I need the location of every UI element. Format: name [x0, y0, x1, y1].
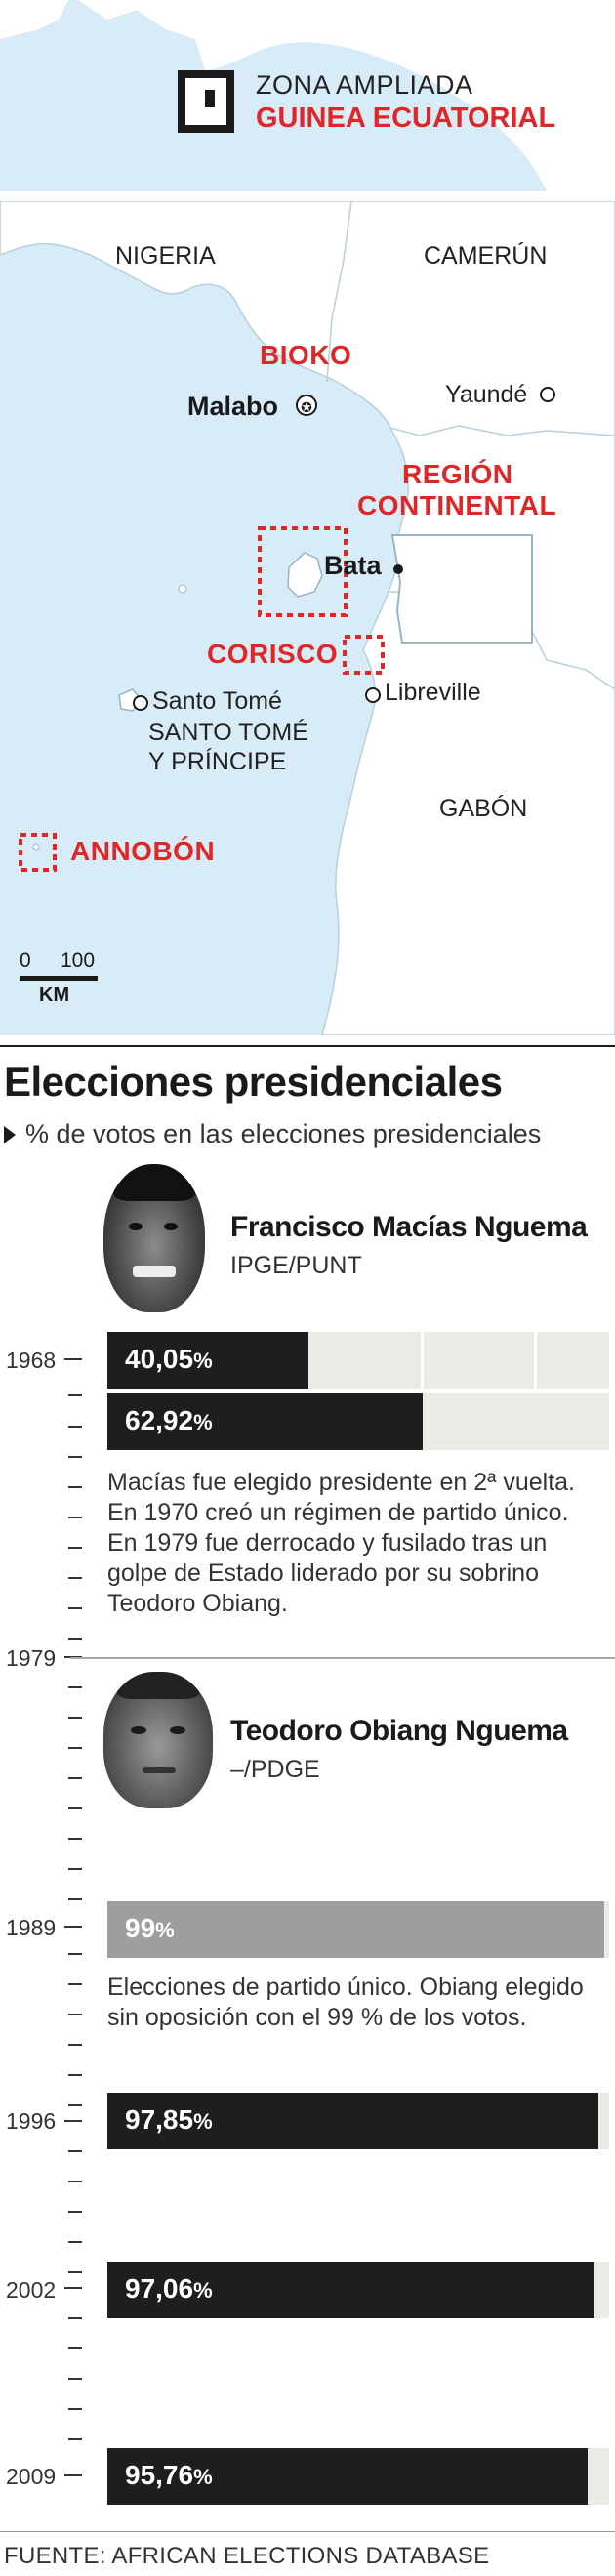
- bar: 97,06%: [107, 2262, 594, 2318]
- label-region-2: CONTINENTAL: [357, 490, 557, 520]
- city-libreville: Libreville: [385, 679, 481, 706]
- bottom-divider: [0, 2531, 615, 2532]
- bar-track-separator: [421, 1332, 425, 1389]
- label-nigeria: NIGERIA: [115, 242, 216, 270]
- bar-value-unit: %: [155, 1918, 175, 1942]
- bar-value-label: 95,76%: [125, 2460, 213, 2490]
- year-label: 2009: [6, 2464, 57, 2489]
- label-camerun: CAMERÚN: [424, 242, 548, 270]
- label-stp-2: Y PRÍNCIPE: [148, 748, 287, 775]
- bar-value-label: 40,05%: [125, 1344, 213, 1374]
- inset-label-guinea: GUINEA ECUATORIAL: [256, 103, 556, 134]
- bar-value-unit: %: [193, 2465, 213, 2489]
- note-line: Teodoro Obiang.: [107, 1590, 288, 1617]
- bar-value-label: 97,85%: [125, 2104, 213, 2135]
- bar: 97,85%: [107, 2093, 598, 2149]
- candidate-note: Elecciones de partido único. Obiang eleg…: [107, 1973, 615, 2033]
- inset-map-land: [0, 0, 615, 191]
- bar-value-unit: %: [193, 2278, 213, 2303]
- year-label: 1996: [6, 2108, 57, 2134]
- timeline-ticks: [64, 1358, 82, 2476]
- scale-hundred: 100: [61, 949, 96, 972]
- chart-subtitle: % de votos en las elecciones presidencia…: [25, 1119, 542, 1148]
- year-label: 1979: [6, 1645, 57, 1671]
- bar: 95,76%: [107, 2448, 589, 2505]
- bar-value-unit: %: [193, 1349, 213, 1373]
- scale-zero: 0: [20, 949, 31, 972]
- scale-unit: KM: [39, 984, 70, 1006]
- candidate-party: –/PDGE: [230, 1756, 320, 1783]
- city-santo-tome: Santo Tomé: [152, 687, 282, 715]
- yaunde-star-icon: [540, 387, 555, 402]
- label-stp-1: SANTO TOMÉ: [148, 719, 308, 746]
- main-map-land: [0, 201, 615, 1035]
- bar-value-unit: %: [193, 2109, 213, 2134]
- portrait-obiang: [103, 1672, 213, 1808]
- label-corisco: CORISCO: [207, 639, 339, 669]
- city-malabo: Malabo: [187, 392, 279, 421]
- candidate-party: IPGE/PUNT: [230, 1252, 362, 1279]
- source-note: FUENTE: AFRICAN ELECTIONS DATABASE: [4, 2543, 490, 2569]
- capital-star-icon: ✪: [296, 395, 317, 416]
- label-gabon: GABÓN: [439, 795, 528, 822]
- bullet-arrow-icon: [4, 1126, 16, 1143]
- bata-dot-icon: [393, 564, 403, 574]
- year-label: 1989: [6, 1915, 57, 1940]
- bar-value-label: 97,06%: [125, 2273, 213, 2304]
- label-annobon: ANNOBÓN: [70, 836, 216, 866]
- chart-title: Elecciones presidenciales: [4, 1059, 503, 1104]
- bar: 99%: [107, 1901, 604, 1958]
- bar: 40,05%: [107, 1332, 308, 1389]
- bar-value-unit: %: [193, 1410, 213, 1434]
- note-line: En 1970 creó un régimen de partido único…: [107, 1499, 569, 1526]
- scale-bar: [20, 976, 98, 981]
- section-divider: [0, 1045, 615, 1047]
- santo-tome-star-icon: [133, 695, 148, 711]
- label-region-1: REGIÓN: [402, 459, 513, 489]
- city-yaunde: Yaundé: [445, 381, 528, 408]
- bar: 62,92%: [107, 1393, 424, 1450]
- bar-track-separator: [533, 1332, 537, 1389]
- candidate-name: Francisco Macías Nguema: [230, 1211, 588, 1243]
- note-line: Macías fue elegido presidente en 2ª vuel…: [107, 1469, 576, 1496]
- note-line: En 1979 fue derrocado y fusilado tras un: [107, 1529, 548, 1557]
- candidate-name: Teodoro Obiang Nguema: [230, 1715, 568, 1747]
- candidate-note: Macías fue elegido presidente en 2ª vuel…: [107, 1468, 615, 1619]
- note-line: Elecciones de partido único. Obiang eleg…: [107, 1974, 584, 2001]
- inset-label-zona: ZONA AMPLIADA: [256, 70, 473, 100]
- label-bioko: BIOKO: [260, 340, 352, 370]
- note-line: sin oposición con el 99 % de los votos.: [107, 2004, 527, 2031]
- portrait-macias: [103, 1164, 205, 1312]
- note-line: golpe de Estado liderado por su sobrino: [107, 1559, 539, 1587]
- inset-map: ZONA AMPLIADA GUINEA ECUATORIAL: [0, 0, 615, 191]
- year-label: 1968: [6, 1348, 57, 1373]
- bar-value-label: 99%: [125, 1913, 175, 1943]
- year-label: 2002: [6, 2277, 57, 2303]
- city-bata: Bata: [324, 551, 382, 580]
- bar-value-label: 62,92%: [125, 1405, 213, 1435]
- libreville-star-icon: [365, 687, 381, 703]
- divider-1979: [70, 1657, 615, 1659]
- main-map: NIGERIA CAMERÚN GABÓN SANTO TOMÉ Y PRÍNC…: [0, 201, 615, 1035]
- inset-locator-box: [178, 70, 234, 133]
